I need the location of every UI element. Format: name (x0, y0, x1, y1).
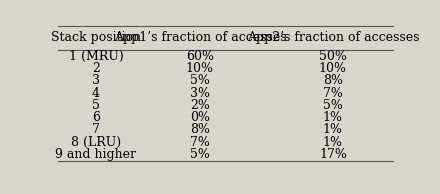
Text: 10%: 10% (186, 62, 214, 75)
Text: 2%: 2% (190, 99, 210, 112)
Text: 8%: 8% (323, 74, 343, 87)
Text: 3%: 3% (190, 87, 210, 100)
Text: 1%: 1% (323, 136, 343, 149)
Text: 1 (MRU): 1 (MRU) (69, 50, 123, 63)
Text: 5%: 5% (190, 148, 210, 161)
Text: 3: 3 (92, 74, 100, 87)
Text: 1%: 1% (323, 111, 343, 124)
Text: 5: 5 (92, 99, 100, 112)
Text: App1’s fraction of accesses: App1’s fraction of accesses (114, 31, 286, 44)
Text: 60%: 60% (186, 50, 214, 63)
Text: 50%: 50% (319, 50, 347, 63)
Text: 17%: 17% (319, 148, 347, 161)
Text: 6: 6 (92, 111, 100, 124)
Text: 5%: 5% (190, 74, 210, 87)
Text: 8%: 8% (190, 123, 210, 136)
Text: 7%: 7% (323, 87, 343, 100)
Text: 0%: 0% (190, 111, 210, 124)
Text: Stack position: Stack position (51, 31, 141, 44)
Text: 1%: 1% (323, 123, 343, 136)
Text: 4: 4 (92, 87, 100, 100)
Text: 5%: 5% (323, 99, 343, 112)
Text: 9 and higher: 9 and higher (55, 148, 136, 161)
Text: 10%: 10% (319, 62, 347, 75)
Text: App2’s fraction of accesses: App2’s fraction of accesses (247, 31, 419, 44)
Text: 7: 7 (92, 123, 100, 136)
Text: 8 (LRU): 8 (LRU) (71, 136, 121, 149)
Text: 7%: 7% (190, 136, 210, 149)
Text: 2: 2 (92, 62, 100, 75)
